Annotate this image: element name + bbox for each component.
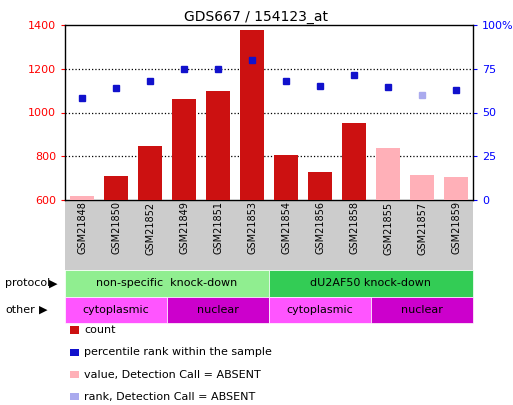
Bar bbox=[70, 196, 94, 200]
Bar bbox=[444, 177, 468, 200]
Text: ▶: ▶ bbox=[38, 305, 47, 315]
Bar bbox=[274, 155, 298, 200]
Bar bbox=[342, 124, 366, 200]
Bar bbox=[172, 99, 196, 200]
Text: other: other bbox=[5, 305, 35, 315]
Text: non-specific  knock-down: non-specific knock-down bbox=[96, 279, 238, 288]
Bar bbox=[240, 30, 264, 200]
Text: cytoplasmic: cytoplasmic bbox=[83, 305, 149, 315]
Bar bbox=[410, 175, 434, 200]
Text: ▶: ▶ bbox=[49, 279, 57, 288]
Bar bbox=[206, 91, 230, 200]
Text: percentile rank within the sample: percentile rank within the sample bbox=[85, 347, 272, 357]
Text: nuclear: nuclear bbox=[197, 305, 239, 315]
Text: GDS667 / 154123_at: GDS667 / 154123_at bbox=[185, 10, 328, 24]
Text: protocol: protocol bbox=[5, 279, 50, 288]
Text: count: count bbox=[85, 325, 116, 335]
Bar bbox=[308, 172, 332, 200]
Text: cytoplasmic: cytoplasmic bbox=[287, 305, 353, 315]
Text: value, Detection Call = ABSENT: value, Detection Call = ABSENT bbox=[85, 369, 261, 379]
Text: rank, Detection Call = ABSENT: rank, Detection Call = ABSENT bbox=[85, 392, 256, 402]
Bar bbox=[104, 176, 128, 200]
Bar bbox=[376, 147, 400, 200]
Bar bbox=[138, 146, 162, 200]
Text: nuclear: nuclear bbox=[401, 305, 443, 315]
Text: dU2AF50 knock-down: dU2AF50 knock-down bbox=[310, 279, 431, 288]
